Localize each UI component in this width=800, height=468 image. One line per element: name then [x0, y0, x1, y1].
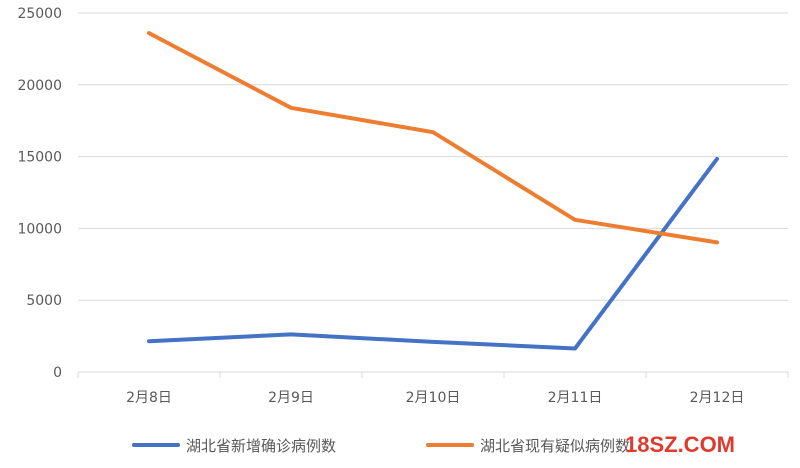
- legend-label: 湖北省新增确诊病例数: [186, 437, 336, 455]
- legend-label: 湖北省现有疑似病例数: [480, 437, 630, 455]
- y-tick-label: 25000: [17, 6, 62, 22]
- x-tick-label: 2月10日: [406, 390, 461, 406]
- y-tick-label: 5000: [26, 293, 62, 309]
- series-line-1: [147, 156, 719, 351]
- series-lines: [147, 31, 719, 351]
- y-tick-label: 10000: [17, 221, 62, 237]
- y-tick-label: 0: [53, 365, 62, 381]
- gridlines: [78, 12, 788, 301]
- y-tick-label: 15000: [17, 150, 62, 166]
- x-tick-label: 2月12日: [690, 390, 745, 406]
- series-line-2: [147, 31, 719, 245]
- x-tick-label: 2月8日: [126, 390, 172, 406]
- watermark-logo: 18SZ.COM: [625, 432, 735, 457]
- y-axis-ticks: 0 5000 10000 15000 20000 25000: [17, 6, 62, 381]
- x-axis: 2月8日 2月9日 2月10日 2月11日 2月12日: [77, 371, 789, 406]
- legend: 湖北省新增确诊病例数 湖北省现有疑似病例数: [132, 437, 630, 455]
- y-tick-label: 20000: [17, 78, 62, 94]
- x-tick-label: 2月9日: [268, 390, 314, 406]
- x-tick-label: 2月11日: [548, 390, 603, 406]
